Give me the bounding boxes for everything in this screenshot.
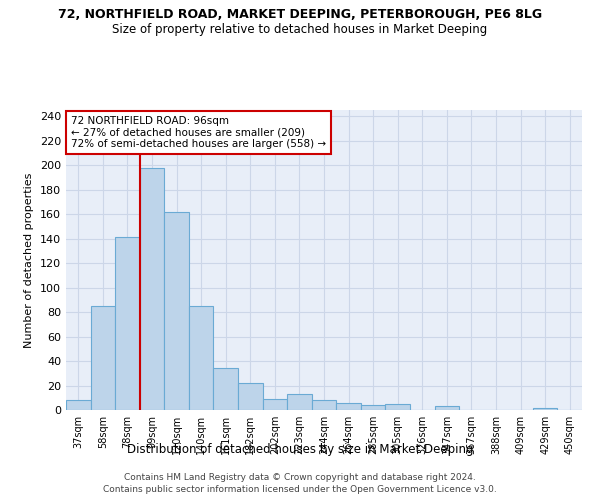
- Text: Contains HM Land Registry data © Crown copyright and database right 2024.: Contains HM Land Registry data © Crown c…: [124, 472, 476, 482]
- Bar: [533, 408, 557, 410]
- Text: Distribution of detached houses by size in Market Deeping: Distribution of detached houses by size …: [127, 442, 473, 456]
- Bar: [66, 400, 91, 410]
- Bar: [140, 168, 164, 410]
- Bar: [238, 383, 263, 410]
- Bar: [385, 404, 410, 410]
- Bar: [214, 368, 238, 410]
- Bar: [434, 406, 459, 410]
- Bar: [312, 400, 336, 410]
- Bar: [189, 306, 214, 410]
- Y-axis label: Number of detached properties: Number of detached properties: [25, 172, 34, 348]
- Bar: [263, 399, 287, 410]
- Text: Contains public sector information licensed under the Open Government Licence v3: Contains public sector information licen…: [103, 485, 497, 494]
- Bar: [287, 394, 312, 410]
- Bar: [91, 306, 115, 410]
- Text: Size of property relative to detached houses in Market Deeping: Size of property relative to detached ho…: [112, 22, 488, 36]
- Bar: [115, 238, 140, 410]
- Text: 72 NORTHFIELD ROAD: 96sqm
← 27% of detached houses are smaller (209)
72% of semi: 72 NORTHFIELD ROAD: 96sqm ← 27% of detac…: [71, 116, 326, 149]
- Text: 72, NORTHFIELD ROAD, MARKET DEEPING, PETERBOROUGH, PE6 8LG: 72, NORTHFIELD ROAD, MARKET DEEPING, PET…: [58, 8, 542, 20]
- Bar: [361, 405, 385, 410]
- Bar: [336, 402, 361, 410]
- Bar: [164, 212, 189, 410]
